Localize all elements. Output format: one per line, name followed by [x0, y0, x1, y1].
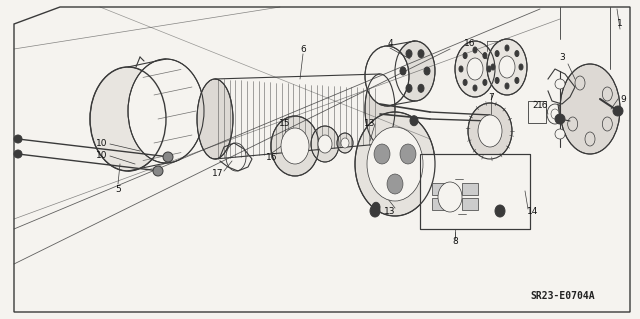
Bar — [462, 183, 478, 195]
Ellipse shape — [555, 79, 565, 89]
Ellipse shape — [495, 78, 499, 84]
Ellipse shape — [365, 74, 395, 144]
Ellipse shape — [337, 133, 353, 153]
Ellipse shape — [370, 205, 380, 217]
Ellipse shape — [483, 53, 487, 59]
Ellipse shape — [519, 64, 523, 70]
Ellipse shape — [547, 104, 563, 124]
Ellipse shape — [495, 51, 499, 56]
Ellipse shape — [555, 114, 565, 124]
Ellipse shape — [505, 45, 509, 51]
Ellipse shape — [487, 66, 491, 72]
Ellipse shape — [90, 67, 166, 171]
Ellipse shape — [551, 109, 559, 119]
Ellipse shape — [410, 116, 418, 126]
Ellipse shape — [424, 67, 430, 75]
Ellipse shape — [455, 41, 495, 97]
Text: 15: 15 — [279, 118, 291, 128]
Ellipse shape — [387, 174, 403, 194]
Ellipse shape — [367, 127, 423, 201]
Text: 9: 9 — [620, 94, 626, 103]
Text: 14: 14 — [527, 206, 539, 216]
Ellipse shape — [318, 135, 332, 153]
Bar — [528, 101, 546, 123]
Ellipse shape — [468, 103, 512, 159]
Ellipse shape — [463, 79, 467, 85]
Ellipse shape — [467, 58, 483, 80]
Ellipse shape — [560, 64, 620, 154]
Ellipse shape — [459, 66, 463, 72]
Ellipse shape — [495, 205, 505, 217]
Ellipse shape — [400, 67, 406, 75]
Text: 2: 2 — [532, 101, 538, 110]
Ellipse shape — [311, 126, 339, 162]
Ellipse shape — [372, 202, 380, 212]
Ellipse shape — [515, 51, 519, 56]
Text: 7: 7 — [488, 93, 494, 101]
Text: 8: 8 — [452, 236, 458, 246]
Ellipse shape — [271, 116, 319, 176]
Ellipse shape — [491, 64, 495, 70]
Text: 6: 6 — [300, 44, 306, 54]
Ellipse shape — [418, 84, 424, 92]
Ellipse shape — [406, 50, 412, 58]
Ellipse shape — [281, 128, 309, 164]
Ellipse shape — [499, 56, 515, 78]
Text: 17: 17 — [212, 169, 224, 179]
Bar — [462, 198, 478, 210]
Text: 1: 1 — [617, 19, 623, 28]
Ellipse shape — [14, 150, 22, 158]
Ellipse shape — [374, 144, 390, 164]
Ellipse shape — [355, 112, 435, 216]
Text: 3: 3 — [559, 53, 565, 62]
Ellipse shape — [341, 138, 349, 148]
Ellipse shape — [163, 152, 173, 162]
Ellipse shape — [555, 129, 565, 139]
Text: 10: 10 — [96, 139, 108, 149]
Text: 16: 16 — [464, 40, 476, 48]
Text: 10: 10 — [96, 152, 108, 160]
Text: 5: 5 — [115, 184, 121, 194]
Ellipse shape — [487, 39, 527, 95]
Bar — [420, 154, 530, 229]
Text: 16: 16 — [537, 101, 548, 110]
Ellipse shape — [613, 106, 623, 116]
Ellipse shape — [505, 83, 509, 89]
Ellipse shape — [478, 115, 502, 147]
Ellipse shape — [418, 50, 424, 58]
Ellipse shape — [395, 41, 435, 101]
Ellipse shape — [463, 53, 467, 59]
Ellipse shape — [400, 144, 416, 164]
Ellipse shape — [153, 166, 163, 176]
Ellipse shape — [438, 182, 462, 212]
Ellipse shape — [365, 46, 409, 106]
Bar — [420, 154, 530, 229]
Text: 13: 13 — [364, 120, 376, 129]
Ellipse shape — [483, 79, 487, 85]
Text: 13: 13 — [384, 207, 396, 217]
Text: 4: 4 — [387, 40, 393, 48]
Ellipse shape — [515, 78, 519, 84]
Text: SR23-E0704A: SR23-E0704A — [530, 291, 595, 301]
Ellipse shape — [473, 47, 477, 53]
Bar — [432, 198, 448, 210]
Bar — [432, 183, 448, 195]
Ellipse shape — [197, 79, 233, 159]
Ellipse shape — [14, 135, 22, 143]
Ellipse shape — [473, 85, 477, 91]
Ellipse shape — [128, 59, 204, 163]
Ellipse shape — [406, 84, 412, 92]
Text: 16: 16 — [266, 152, 278, 161]
